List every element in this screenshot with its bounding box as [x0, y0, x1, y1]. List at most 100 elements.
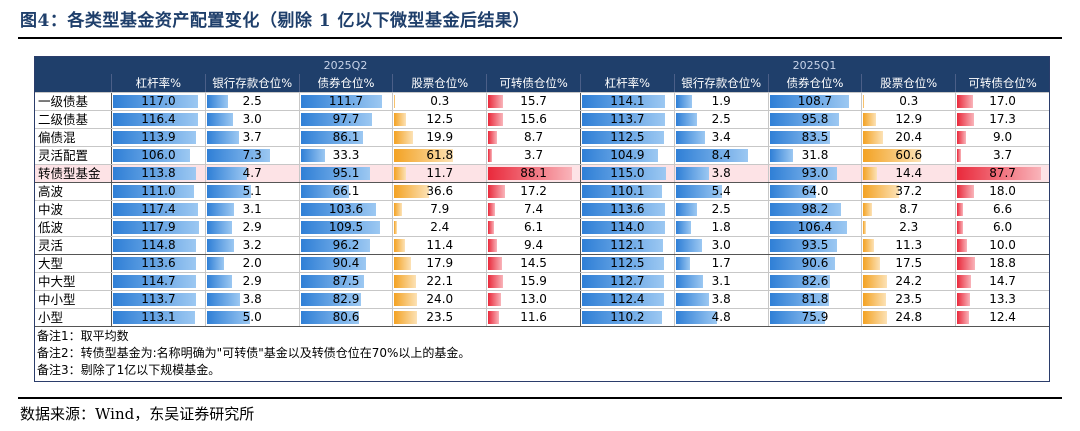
data-bar-deposit	[675, 221, 692, 234]
cell-value: 15.9	[520, 274, 547, 288]
cell-value: 3.7	[524, 148, 544, 162]
cell-convertible-q2: 3.7	[486, 147, 580, 164]
data-bar-convertible	[957, 95, 974, 108]
data-bar-deposit	[206, 293, 240, 306]
cell-bond-q2: 111.7	[298, 93, 393, 110]
cell-bond-q1: 93.5	[767, 237, 862, 254]
data-bar-stock	[863, 221, 866, 234]
data-bar-bond	[769, 203, 841, 216]
data-bar-stock	[863, 167, 878, 180]
cell-value: 24.8	[895, 310, 923, 324]
table-row: 灵活配置 106.0 7.3 33.3 61.8 3.7 104.9 8.4 31.8 60.6 3…	[35, 146, 1049, 164]
cell-convertible-q1: 87.7	[955, 165, 1049, 182]
cell-value: 14.5	[520, 256, 547, 270]
cell-value: 15.7	[520, 94, 547, 108]
data-bar-stock	[863, 131, 883, 144]
cell-value: 87.5	[332, 274, 360, 288]
data-bar-leverage	[113, 131, 196, 144]
row-label: 低波	[38, 220, 64, 235]
cell-deposit-q2: 4.7	[204, 165, 299, 182]
data-bar-convertible	[488, 239, 498, 252]
data-bar-convertible	[957, 275, 972, 288]
cell-stock-q2: 2.4	[392, 219, 486, 236]
cell-value: 10.0	[989, 238, 1016, 252]
cell-value: 18.8	[989, 256, 1016, 270]
cell-bond-q1: 93.0	[767, 165, 862, 182]
cell-bond-q2: 82.9	[298, 291, 393, 308]
data-bar-bond	[769, 257, 836, 270]
cell-leverage-q1: 112.5	[579, 129, 674, 146]
cell-stock-q2: 23.5	[392, 309, 486, 326]
cell-value: 90.6	[801, 256, 829, 270]
cell-value: 5.4	[711, 184, 731, 198]
cell-value: 112.5	[610, 256, 645, 270]
cell-stock-q1: 11.3	[861, 237, 955, 254]
cell-stock-q1: 2.3	[861, 219, 955, 236]
data-bar-stock	[394, 149, 454, 162]
cell-value: 24.0	[426, 292, 454, 306]
cell-stock-q1: 23.5	[861, 291, 955, 308]
cell-value: 2.5	[711, 112, 731, 126]
data-bar-leverage	[581, 293, 664, 306]
cell-value: 114.0	[610, 220, 645, 234]
table-row: 一级债基 117.0 2.5 111.7 0.3 15.7 114.1 1.9 108.7 0.3…	[35, 92, 1049, 110]
table-row: 二级债基 116.4 3.0 97.7 12.5 15.6 113.7 2.5 95.8 12.9…	[35, 110, 1049, 128]
cell-value: 8.4	[711, 148, 731, 162]
row-label: 中波	[38, 202, 64, 217]
data-bar-deposit	[206, 131, 239, 144]
table-row: 灵活 114.8 3.2 96.2 11.4 9.4 112.1 3.0 93.5 11.3 10.…	[35, 236, 1049, 254]
cell-leverage-q2: 117.4	[111, 201, 205, 218]
data-bar-bond	[769, 239, 838, 252]
cell-value: 3.8	[711, 166, 731, 180]
data-bar-convertible	[957, 185, 975, 198]
cell-value: 106.4	[797, 220, 833, 234]
cell-stock-q1: 14.4	[861, 165, 955, 182]
cell-value: 81.8	[801, 292, 829, 306]
cell-leverage-q1: 114.1	[579, 93, 674, 110]
data-bar-deposit	[675, 293, 709, 306]
cell-value: 75.9	[801, 310, 829, 324]
cell-bond-q1: 95.8	[767, 111, 862, 128]
cell-value: 12.9	[895, 112, 923, 126]
data-bar-deposit	[206, 221, 232, 234]
col-header-convertible-q1: 可转债仓位%	[955, 74, 1049, 92]
column-header-blank	[35, 74, 111, 92]
data-bar-bond	[769, 149, 793, 162]
data-bar-deposit	[206, 95, 229, 108]
data-bar-convertible	[488, 131, 497, 144]
cell-leverage-q1: 113.7	[579, 111, 674, 128]
cell-bond-q1: 106.4	[767, 219, 862, 236]
cell-bond-q2: 80.6	[298, 309, 393, 326]
cell-value: 17.9	[426, 256, 454, 270]
data-bar-convertible	[488, 221, 495, 234]
data-bar-leverage	[113, 95, 198, 108]
cell-deposit-q1: 3.4	[673, 129, 768, 146]
cell-bond-q2: 103.6	[298, 201, 393, 218]
cell-value: 23.5	[426, 310, 454, 324]
cell-value: 2.0	[242, 256, 262, 270]
data-bar-leverage	[113, 257, 196, 270]
data-bar-leverage	[581, 203, 665, 216]
row-label: 偏债混	[38, 130, 76, 145]
data-bar-leverage	[581, 131, 664, 144]
data-bar-leverage	[113, 221, 199, 234]
data-bar-leverage	[113, 167, 196, 180]
cell-convertible-q1: 12.4	[955, 309, 1049, 326]
cell-value: 95.8	[801, 112, 829, 126]
data-bar-convertible	[957, 221, 963, 234]
cell-value: 3.1	[242, 202, 262, 216]
cell-stock-q2: 7.9	[392, 201, 486, 218]
cell-value: 104.9	[610, 148, 645, 162]
data-bar-stock	[394, 293, 418, 306]
col-header-bond-q2: 债券仓位%	[298, 74, 393, 92]
cell-convertible-q1: 10.0	[955, 237, 1049, 254]
cell-bond-q2: 87.5	[298, 273, 393, 290]
cell-leverage-q2: 113.9	[111, 129, 205, 146]
table-row: 中大型 114.7 2.9 87.5 22.1 15.9 112.7 3.1 82.6 24.2 1…	[35, 272, 1049, 290]
cell-value: 98.2	[801, 202, 829, 216]
data-bar-bond	[769, 167, 838, 180]
col-header-stock-q2: 股票仓位%	[392, 74, 486, 92]
cell-value: 113.6	[141, 256, 176, 270]
cell-leverage-q2: 116.4	[111, 111, 205, 128]
cell-leverage-q1: 112.1	[579, 237, 674, 254]
